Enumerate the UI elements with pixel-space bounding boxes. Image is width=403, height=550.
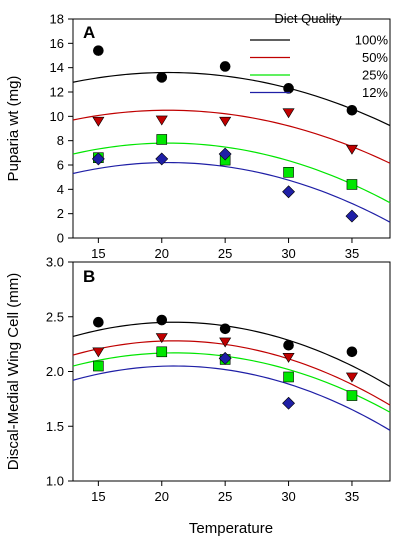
- panel-b-point-25: [93, 360, 104, 372]
- panel-b-point-50: [92, 347, 105, 358]
- panel-b-x-tick-label: 25: [218, 489, 232, 504]
- panel-a-point-50: [155, 115, 168, 126]
- panel-b-point-100: [346, 346, 358, 358]
- panel-b-y-tick-label: 3.0: [46, 255, 64, 270]
- panel-b-ticks: 1.0 1.5 2.0 2.5 3.0 15 20 25 30 35: [46, 255, 359, 505]
- panel-a-y-tick-label: 12: [50, 85, 64, 100]
- panel-b-y-tick-label: 1.0: [46, 474, 64, 489]
- panel-a-point-12: [155, 152, 169, 166]
- panel-a-y-tick-label: 10: [50, 109, 64, 124]
- panel-a-y-tick-label: 6: [57, 158, 64, 173]
- panel-b-point-100: [283, 339, 294, 351]
- panel-a-point-12: [282, 185, 295, 199]
- panel-a-point-100: [219, 61, 231, 72]
- panel-a-point-12: [218, 147, 232, 161]
- panel-b-point-50: [155, 333, 168, 344]
- panel-a-x-tick-label: 15: [91, 246, 105, 261]
- panel-b-x-tick-label: 35: [345, 489, 359, 504]
- panel-a-point-25: [156, 134, 168, 145]
- panel-b-point-12: [218, 351, 232, 365]
- panel-a-point-50: [92, 116, 105, 127]
- panel-a-point-50: [345, 144, 358, 155]
- panel-b-letter: B: [83, 267, 95, 286]
- panel-b-x-tick-label: 30: [281, 489, 295, 504]
- x-axis-label: Temperature: [189, 520, 273, 537]
- panel-b-fit-curve-100: [72, 321, 391, 388]
- legend-label-25: 25%: [362, 68, 388, 83]
- panel-a-y-tick-label: 0: [57, 231, 64, 246]
- panel-a-point-100: [346, 104, 358, 116]
- panel-a-x-tick-label: 20: [155, 246, 169, 261]
- panel-a-point-12: [345, 209, 359, 223]
- panel-a-y-tick-label: 18: [50, 12, 64, 27]
- panel-a-points: [91, 45, 359, 223]
- panel-b-point-100: [93, 316, 104, 328]
- panel-a-x-tick-label: 30: [281, 246, 295, 261]
- panel-a-point-25: [283, 167, 294, 178]
- panel-a-fit-curves: [72, 71, 391, 223]
- panel-a-fit-curve-100: [72, 71, 391, 127]
- panel-b-x-tick-label: 20: [155, 489, 169, 504]
- panel-b-y-tick-label: 1.5: [46, 419, 64, 434]
- legend-label-50: 50%: [362, 50, 388, 65]
- panel-b: B Discal-Medial Wing Cell (mm) 1.0 1.5 2.0…: [5, 255, 391, 505]
- panel-b-point-12: [282, 396, 295, 410]
- panel-b-point-50: [219, 337, 232, 348]
- legend-title: Diet Quality: [274, 11, 342, 26]
- panel-a-point-50: [282, 108, 295, 119]
- panel-a-letter: A: [83, 23, 95, 42]
- panel-b-y-tick-label: 2.5: [46, 309, 64, 324]
- panel-a-point-100: [93, 45, 104, 56]
- panel-b-fit-curve-25: [72, 352, 391, 413]
- panel-a: A Puparia wt (mg) 0 2 4 6 8 10 12 14 16 18 15 20 25 3…: [5, 11, 391, 262]
- panel-b-point-100: [156, 314, 168, 326]
- panel-b-fit-curves: [72, 321, 391, 431]
- legend-label-12: 12%: [362, 85, 388, 100]
- panel-a-fit-curve-12: [72, 161, 391, 223]
- panel-b-frame: [72, 261, 391, 482]
- legend-label-100: 100%: [355, 33, 389, 48]
- panel-b-points: [92, 314, 358, 410]
- panel-a-point-50: [219, 116, 232, 127]
- panel-a-y-axis-label: Puparia wt (mg): [5, 76, 22, 182]
- panel-a-ticks: 0 2 4 6 8 10 12 14 16 18 15 20 25 30 35: [50, 12, 360, 262]
- panel-a-y-tick-label: 8: [57, 133, 64, 148]
- panel-b-point-50: [345, 372, 358, 383]
- panel-a-point-100: [156, 72, 168, 83]
- panel-a-fit-curve-25: [72, 142, 391, 204]
- panel-a-point-100: [283, 83, 294, 94]
- panel-b-point-25: [156, 346, 168, 358]
- legend: Diet Quality 100% 50% 25% 12%: [250, 11, 388, 100]
- panel-b-x-tick-label: 15: [91, 489, 105, 504]
- panel-b-y-axis-label: Discal-Medial Wing Cell (mm): [5, 273, 22, 471]
- panel-b-point-25: [283, 371, 294, 383]
- panel-a-x-tick-label: 35: [345, 246, 359, 261]
- panel-a-fit-curve-50: [72, 109, 391, 164]
- panel-b-point-50: [282, 352, 295, 363]
- panel-b-point-100: [219, 323, 231, 335]
- panel-b-point-25: [346, 390, 358, 401]
- panel-b-fit-curve-50: [72, 340, 391, 406]
- panel-a-frame: [72, 18, 391, 239]
- panel-a-y-tick-label: 16: [50, 36, 64, 51]
- panel-a-point-12: [91, 152, 105, 166]
- panel-b-y-tick-label: 2.0: [46, 364, 64, 379]
- panel-a-point-25: [346, 179, 358, 190]
- panel-a-x-tick-label: 25: [218, 246, 232, 261]
- panel-a-y-tick-label: 14: [50, 60, 64, 75]
- panel-a-y-tick-label: 2: [57, 206, 64, 221]
- panel-b-fit-curve-12: [72, 365, 391, 431]
- panel-a-y-tick-label: 4: [57, 182, 64, 197]
